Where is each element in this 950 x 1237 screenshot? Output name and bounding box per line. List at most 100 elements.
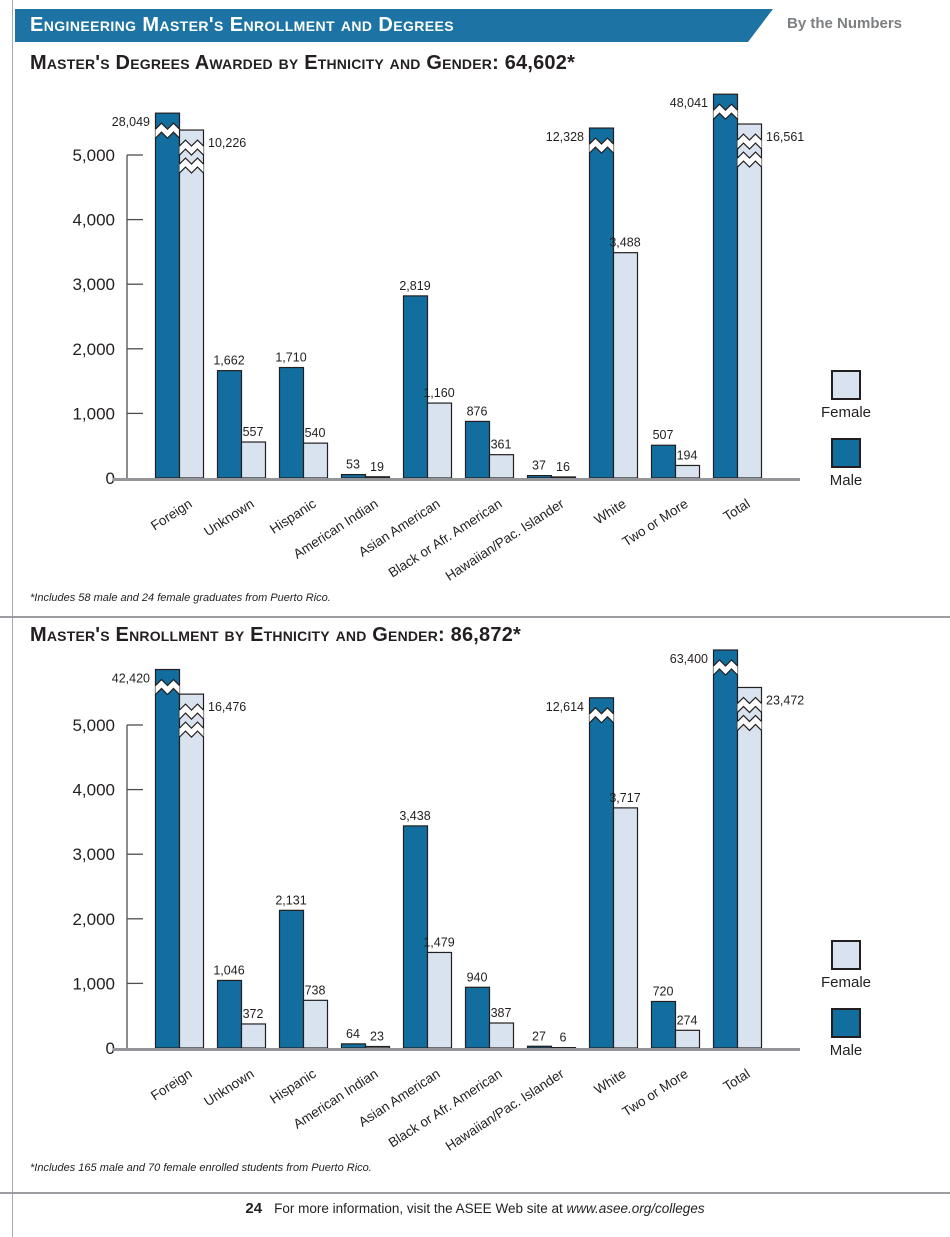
y-tick-label: 4,000 <box>72 781 115 800</box>
bar-male-foreign <box>154 668 181 1049</box>
x-category-label: Total <box>721 496 753 524</box>
value-label: 372 <box>243 1007 264 1021</box>
axis-break-edge <box>179 712 204 720</box>
value-label: 16,561 <box>766 130 804 144</box>
value-label: 53 <box>346 458 360 472</box>
axis-break-edge <box>737 133 762 141</box>
bar-male-two-or-more <box>650 1000 677 1049</box>
bar-female-foreign <box>178 129 205 479</box>
x-category-label: Unknown <box>201 496 256 539</box>
value-label: 540 <box>305 426 326 440</box>
axis-break-edge <box>155 122 180 130</box>
value-label: 37 <box>532 459 546 473</box>
bar-male-foreign <box>154 112 181 479</box>
value-label: 3,438 <box>399 809 430 823</box>
bar-male-white <box>588 697 615 1049</box>
y-tick-label: 1,000 <box>72 404 115 423</box>
y-tick-label: 5,000 <box>72 716 115 735</box>
value-label: 876 <box>467 404 488 418</box>
x-category-label: Black or Afr. American <box>386 1066 505 1151</box>
y-tick-label: 5,000 <box>72 146 115 165</box>
header-title: Engineering Master's Enrollment and Degr… <box>30 14 454 36</box>
value-label: 720 <box>653 984 674 998</box>
axis-break-edge <box>737 723 762 732</box>
bar-male-unknown <box>216 370 243 479</box>
axis-break <box>589 707 614 723</box>
page-footer: 24 For more information, visit the ASEE W… <box>0 1200 950 1217</box>
header-badge: By the Numbers <box>787 15 903 32</box>
bar-female-hispanic <box>302 442 329 479</box>
value-label: 2,819 <box>399 279 430 293</box>
axis-break <box>713 660 738 675</box>
chart1-title: Master's Degrees Awarded by Ethnicity an… <box>30 52 576 74</box>
value-label: 27 <box>532 1029 546 1043</box>
x-category-label: Two or More <box>620 1066 691 1119</box>
x-category-label: Hispanic <box>267 496 319 537</box>
y-tick-label: 0 <box>106 1039 115 1058</box>
legend-male-label: Male <box>829 1042 863 1059</box>
value-label: 3,488 <box>609 236 640 250</box>
legend-female-label: Female <box>820 974 872 991</box>
value-label: 194 <box>677 448 698 462</box>
axis-break-edge <box>737 705 762 714</box>
axis-break-edge <box>179 148 204 156</box>
value-label: 12,614 <box>546 700 584 714</box>
axis-break <box>589 138 614 154</box>
legend-female-swatch <box>831 940 861 970</box>
axis-break <box>179 158 204 174</box>
axis-break <box>737 134 762 150</box>
legend-female-label: Female <box>820 404 872 421</box>
bar-male-hispanic <box>278 909 305 1049</box>
page-number: 24 <box>245 1200 263 1217</box>
bar-male-black-or-afr-american <box>464 420 491 479</box>
bar-female-foreign <box>178 693 205 1049</box>
chart1-footnote: *Includes 58 male and 24 female graduate… <box>30 592 331 604</box>
axis-break-edge <box>713 668 738 676</box>
x-category-label: Unknown <box>201 1066 256 1109</box>
value-label: 1,046 <box>213 963 244 977</box>
y-tick-label: 4,000 <box>72 211 115 230</box>
y-tick-label: 3,000 <box>72 845 115 864</box>
bar-male-hispanic <box>278 366 305 479</box>
value-label: 387 <box>491 1006 512 1020</box>
value-label: 1,479 <box>423 935 454 949</box>
value-label: 63,400 <box>670 652 708 666</box>
bar-male-two-or-more <box>650 444 677 479</box>
bar-female-white <box>612 252 639 479</box>
legend-male-swatch <box>831 438 861 468</box>
chart2-plot: 0 1,000 2,000 3,000 4,000 5,000 42,420 16,476 Fo… <box>72 649 804 1154</box>
value-label: 361 <box>491 438 512 452</box>
value-label: 10,226 <box>208 136 246 150</box>
value-label: 23,472 <box>766 693 804 707</box>
axis-break <box>179 722 204 738</box>
footer-url: www.asee.org/colleges <box>566 1201 705 1216</box>
section-divider <box>0 616 950 618</box>
left-margin-rule <box>12 0 13 1237</box>
value-label: 274 <box>677 1013 698 1027</box>
x-category-label: Two or More <box>620 496 691 549</box>
axis-break <box>737 715 762 731</box>
y-tick-label: 0 <box>106 469 115 488</box>
axis-break-edge <box>713 112 738 121</box>
bar-male-unknown <box>216 979 243 1049</box>
value-label: 1,160 <box>423 386 454 400</box>
value-label: 1,710 <box>275 351 306 365</box>
x-category-label: Hawaiian/Pac. Islander <box>443 1066 567 1154</box>
bar-female-american-indian <box>364 1045 391 1049</box>
legend-female-swatch <box>831 370 861 400</box>
bar-male-hawaiian-pac-islander <box>526 1045 553 1049</box>
x-category-label: White <box>592 496 629 527</box>
value-label: 19 <box>370 460 384 474</box>
bar-female-black-or-afr-american <box>488 1022 515 1049</box>
value-label: 42,420 <box>112 672 150 686</box>
axis-break-edge <box>713 103 738 112</box>
value-label: 16 <box>556 460 570 474</box>
bar-male-american-indian <box>340 1043 367 1049</box>
axis-break <box>179 704 204 720</box>
chart2-title: Master's Enrollment by Ethnicity and Gen… <box>30 624 522 646</box>
x-category-label: Foreign <box>148 1066 195 1104</box>
bar-female-asian-american <box>426 402 453 479</box>
chart1-degrees-awarded: 0 1,000 2,000 3,000 4,000 5,000 28,049 10,226 Fo… <box>0 70 950 640</box>
legend-male-label: Male <box>829 472 863 489</box>
